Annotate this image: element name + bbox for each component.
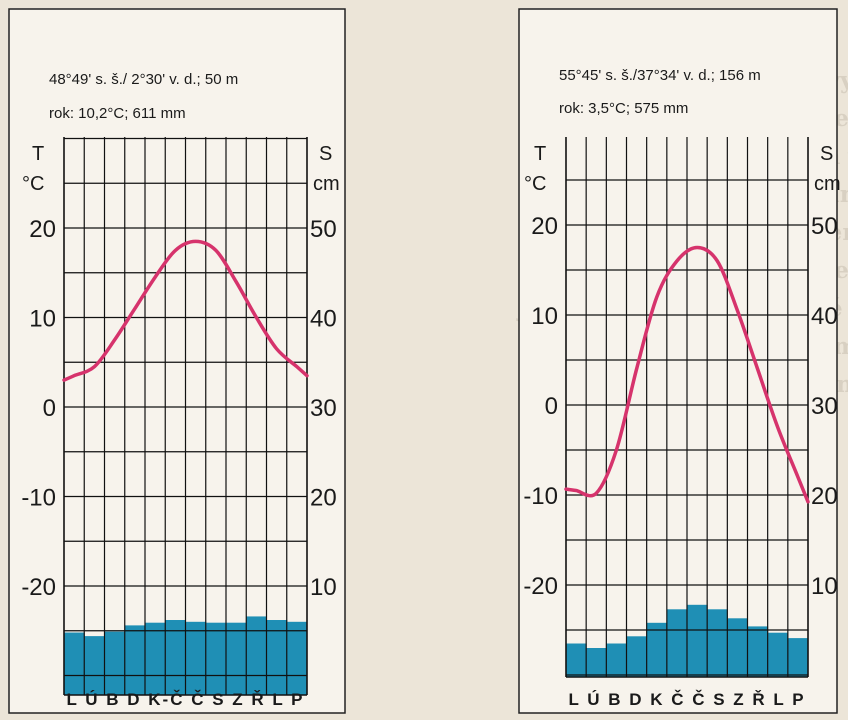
precipitation-bar	[286, 621, 308, 695]
left-tick-label: 10	[531, 303, 558, 330]
right-tick-label: 40	[310, 306, 337, 333]
precipitation-bar	[787, 638, 809, 677]
right-tick-label: 30	[811, 393, 838, 420]
right-axis-label-s: S	[820, 143, 833, 165]
right-tick-label: 10	[811, 573, 838, 600]
right-tick-label: 20	[811, 483, 838, 510]
left-tick-label: 0	[43, 395, 56, 422]
precipitation-bar	[747, 626, 769, 677]
left-tick-label: 0	[545, 393, 558, 420]
left-tick-label: 20	[531, 213, 558, 240]
right-tick-label: 30	[310, 395, 337, 422]
left-axis-label-t: T	[534, 143, 546, 165]
precipitation-bar	[165, 620, 186, 695]
annual-summary: rok: 3,5°C; 575 mm	[559, 100, 688, 117]
precipitation-bar	[707, 609, 728, 677]
diagram-frame	[518, 8, 838, 714]
precipitation-bar	[687, 604, 708, 677]
annual-summary: rok: 10,2°C; 611 mm	[49, 105, 186, 122]
climate-diagram-1: 48°49' s. š./ 2°30' v. d.; 50 m rok: 10,2…	[8, 8, 346, 714]
temperature-line	[564, 245, 810, 504]
precipitation-bar	[767, 632, 789, 677]
precipitation-bar	[606, 643, 627, 677]
precipitation-bar	[185, 621, 207, 695]
precipitation-bar	[124, 625, 146, 695]
left-tick-label: 20	[29, 216, 56, 243]
precipitation-bar	[266, 620, 288, 695]
precipitation-bar	[666, 609, 688, 677]
precipitation-bar	[566, 643, 587, 677]
left-tick-label: -10	[523, 483, 558, 510]
right-tick-label: 20	[310, 485, 337, 512]
precipitation-bar	[84, 636, 105, 695]
left-tick-label: 10	[29, 306, 56, 333]
temperature-line	[62, 239, 309, 382]
location-header: 48°49' s. š./ 2°30' v. d.; 50 m	[49, 71, 238, 88]
left-tick-label: -10	[21, 485, 56, 512]
climate-diagram-2: 55°45' s. š./37°34' v. d.; 156 m rok: 3,5…	[518, 8, 841, 714]
month-labels: L Ú B D K-Č Č S Z Ř L P	[66, 690, 304, 709]
precipitation-bar	[626, 636, 648, 677]
precipitation-bar	[226, 622, 247, 695]
left-axis-label-t: T	[32, 143, 44, 165]
precipitation-bar	[646, 622, 668, 677]
left-tick-label: -20	[523, 573, 558, 600]
right-tick-label: 50	[811, 213, 838, 240]
left-axis-label-unit: °C	[524, 173, 546, 195]
precipitation-bar	[246, 616, 267, 695]
precipitation-bar	[64, 632, 85, 695]
precipitation-bar	[727, 618, 748, 677]
right-tick-label: 40	[811, 303, 838, 330]
location-header: 55°45' s. š./37°34' v. d.; 156 m	[559, 67, 761, 84]
left-tick-label: -20	[21, 574, 56, 601]
precipitation-bar	[145, 622, 166, 695]
right-tick-label: 50	[310, 216, 337, 243]
left-axis-label-unit: °C	[22, 173, 44, 195]
precipitation-bar	[104, 631, 126, 695]
precipitation-bar	[586, 648, 607, 677]
precipitation-bar	[205, 622, 227, 695]
right-axis-label-unit: cm	[814, 173, 841, 195]
right-tick-label: 10	[310, 574, 337, 601]
right-axis-label-s: S	[319, 143, 332, 165]
month-labels: L Ú B D K Č Č S Z Ř L P	[568, 690, 805, 709]
right-axis-label-unit: cm	[313, 173, 340, 195]
